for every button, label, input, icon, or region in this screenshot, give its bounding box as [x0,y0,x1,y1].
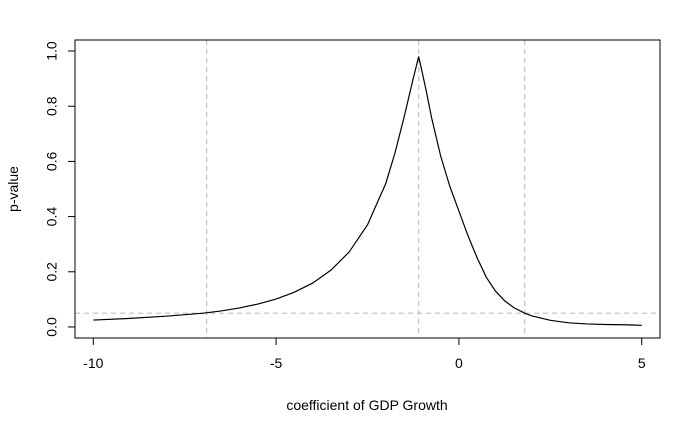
reference-lines [75,40,660,338]
x-tick-label: 5 [638,355,646,371]
plot-frame [74,39,661,339]
y-axis: 0.0 0.2 0.4 0.6 0.8 1.0 [44,41,76,337]
y-tick-label: 0.2 [44,262,60,282]
x-axis: -10 -5 0 5 [83,337,646,371]
y-tick-label: 0.8 [44,96,60,116]
y-tick-label: 0.4 [44,207,60,227]
x-tick-label: -5 [270,355,283,371]
x-tick-label: -10 [83,355,103,371]
y-tick-label: 0.0 [44,317,60,337]
y-tick-label: 0.6 [44,151,60,171]
x-axis-title: coefficient of GDP Growth [286,397,447,413]
y-axis-title: p-value [5,166,21,212]
x-tick-label: 0 [455,355,463,371]
y-tick-label: 1.0 [44,41,60,61]
p-value-curve [93,56,642,326]
